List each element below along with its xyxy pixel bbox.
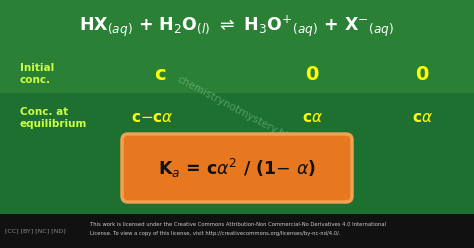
Bar	[0, 0, 474, 93]
FancyBboxPatch shape	[122, 134, 352, 202]
Text: License. To view a copy of this license, visit http://creativecommons.org/licens: License. To view a copy of this license,…	[90, 231, 340, 237]
Text: [CC] [BY] [NC] [ND]: [CC] [BY] [NC] [ND]	[5, 228, 65, 234]
Text: c$\alpha$: c$\alpha$	[301, 111, 322, 125]
Text: c: c	[154, 64, 166, 84]
Text: This work is licensed under the Creative Commons Attribution-Non Commercial-No D: This work is licensed under the Creative…	[90, 222, 386, 227]
Text: HX$_{(aq)}$ + H$_{2}$O$_{(l)}$ $\rightleftharpoons$ H$_{3}$O$^{+}$$_{(aq)}$ + X$: HX$_{(aq)}$ + H$_{2}$O$_{(l)}$ $\rightle…	[79, 13, 395, 39]
Text: Initial
conc.: Initial conc.	[20, 63, 54, 85]
Text: Conc. at
equilibrium: Conc. at equilibrium	[20, 107, 87, 129]
Text: c$\alpha$: c$\alpha$	[411, 111, 432, 125]
Text: K$_a$ = c$\alpha^2$ / (1$-$ $\alpha$): K$_a$ = c$\alpha^2$ / (1$-$ $\alpha$)	[158, 156, 316, 180]
Bar	[0, 214, 474, 248]
Text: c$-$c$\alpha$: c$-$c$\alpha$	[131, 111, 173, 125]
Text: chemistrynotmystery.blogspot.in/: chemistrynotmystery.blogspot.in/	[175, 74, 335, 166]
Text: 0: 0	[415, 64, 428, 84]
Text: 0: 0	[305, 64, 319, 84]
